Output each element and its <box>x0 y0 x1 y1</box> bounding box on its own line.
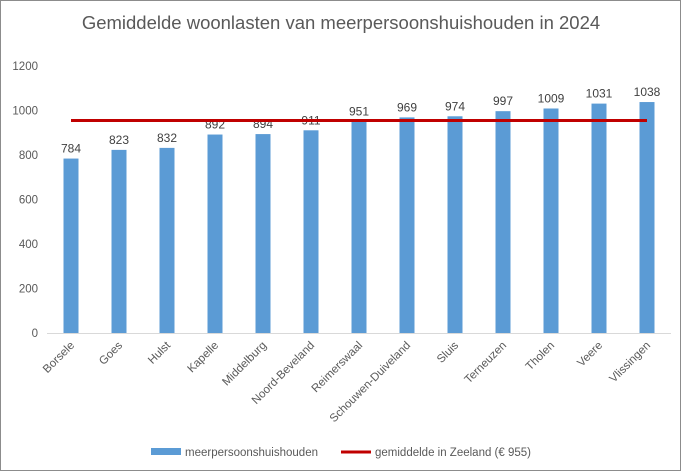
data-label: 1031 <box>586 87 613 101</box>
bars <box>63 102 655 334</box>
legend-label-line: gemiddelde in Zeeland (€ 955) <box>375 447 531 459</box>
bar <box>255 134 271 333</box>
bar <box>159 147 175 333</box>
x-tick-label: Goes <box>97 339 125 367</box>
data-label: 1009 <box>538 91 565 105</box>
y-axis: 0 200 400 600 800 1000 1200 <box>12 61 38 340</box>
bar <box>447 116 463 333</box>
x-tick-label: Borsele <box>41 340 77 376</box>
bar <box>543 108 559 333</box>
x-tick-label: Hulst <box>146 339 174 367</box>
legend-label-bar: meerpersoonshuishouden <box>185 447 318 459</box>
x-tick-label: Kapelle <box>186 340 222 376</box>
x-tick-label: Tholen <box>524 340 557 373</box>
y-tick-label: 600 <box>19 195 38 207</box>
y-tick-label: 400 <box>19 239 38 251</box>
x-axis: Borsele Goes Hulst Kapelle MiddelburgNoord-B… <box>41 333 671 425</box>
bar <box>63 158 79 333</box>
x-tick-label: Schouwen-Duiveland <box>328 340 413 425</box>
bar <box>495 111 511 333</box>
bar <box>207 134 223 333</box>
bar <box>351 121 367 333</box>
legend: meerpersoonshuishouden gemiddelde in Zee… <box>151 447 531 459</box>
x-tick-label: Vlissingen <box>608 340 654 386</box>
bar <box>111 149 127 333</box>
data-label: 997 <box>493 94 513 108</box>
y-tick-label: 800 <box>19 150 38 162</box>
bar <box>399 117 415 334</box>
data-label: 823 <box>109 133 129 147</box>
data-label: 951 <box>349 104 369 118</box>
y-tick-label: 1000 <box>12 106 38 118</box>
data-label: 1038 <box>634 85 661 99</box>
chart-title: Gemiddelde woonlasten van meerpersoonshu… <box>82 12 600 33</box>
y-tick-label: 1200 <box>12 61 38 73</box>
data-label: 969 <box>397 100 417 114</box>
x-tick-label: Terneuzen <box>463 340 509 386</box>
data-label: 784 <box>61 142 81 156</box>
x-tick-label: Veere <box>575 340 605 370</box>
legend-swatch-bar <box>151 448 181 455</box>
x-tick-label: Sluis <box>435 339 461 365</box>
bar <box>303 130 319 333</box>
data-label: 832 <box>157 131 177 145</box>
y-tick-label: 0 <box>32 328 38 340</box>
data-label: 974 <box>445 99 465 113</box>
x-tick-label: Middelburg <box>220 340 269 389</box>
bar <box>639 102 655 333</box>
y-tick-label: 200 <box>19 284 38 296</box>
bar <box>591 103 607 333</box>
